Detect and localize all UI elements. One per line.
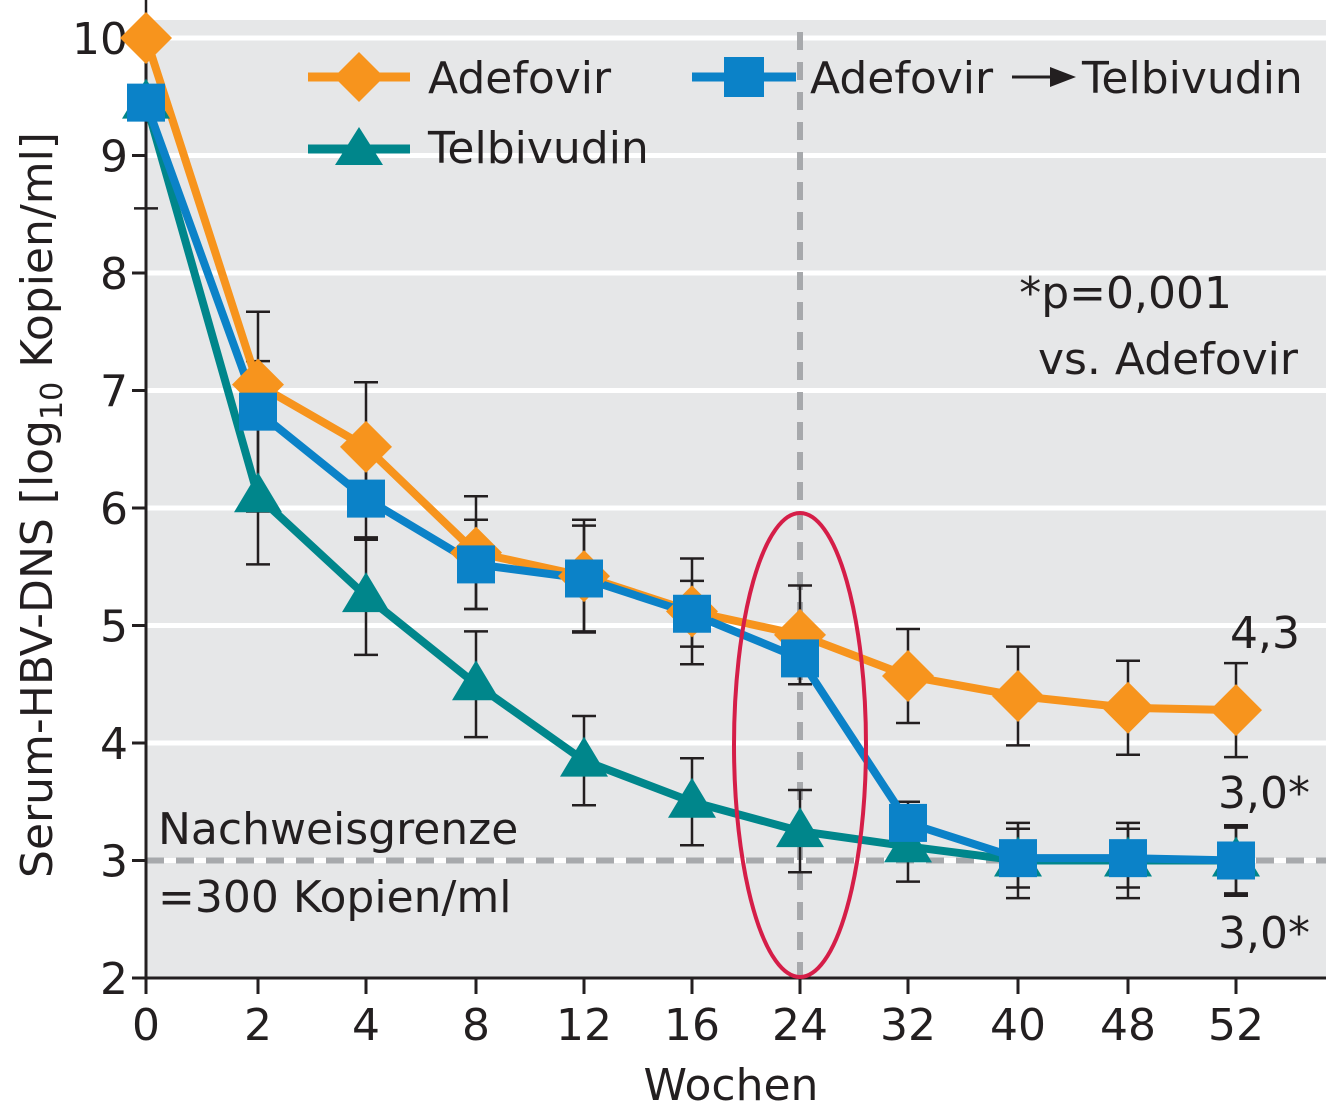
x-tick-label: 2 — [244, 1000, 272, 1051]
data-point-triangle — [452, 660, 500, 701]
legend-item-switch: Adefovir Telbivudin — [692, 53, 1303, 104]
legend-square-icon — [724, 57, 764, 97]
data-point-diamond — [120, 12, 172, 64]
p-value-comparison: vs. Adefovir — [1038, 334, 1299, 385]
y-tick-label: 8 — [100, 249, 128, 300]
data-point-square — [127, 83, 165, 122]
legend-label-switch-from: Adefovir — [810, 53, 994, 104]
legend-item-adefovir: Adefovir — [308, 52, 612, 104]
data-point-diamond — [992, 670, 1044, 722]
x-tick-label: 12 — [556, 1000, 612, 1051]
data-point-square — [347, 479, 385, 518]
y-axis-title: Serum-HBV-DNS [log10 Kopien/ml] — [12, 132, 70, 878]
y-tick-label: 2 — [100, 954, 128, 1005]
legend-item-telbivudin: Telbivudin — [308, 123, 649, 174]
highlight-ellipse — [732, 511, 868, 979]
y-tick-label: 4 — [100, 719, 128, 770]
legend-arrow-icon — [1050, 67, 1076, 87]
y-axis-title-subscript: 10 — [35, 382, 70, 420]
y-tick-label: 6 — [100, 484, 128, 535]
data-point-square — [457, 545, 495, 584]
legend-label-telbivudin: Telbivudin — [427, 123, 649, 174]
data-point-triangle — [668, 777, 716, 818]
y-tick-label: 3 — [100, 837, 128, 888]
legend-triangle-icon — [335, 127, 383, 165]
legend-label-switch-to: Telbivudin — [1081, 53, 1303, 104]
x-tick-label: 8 — [462, 1000, 490, 1051]
data-point-square — [889, 803, 927, 842]
y-tick-label: 9 — [100, 132, 128, 183]
x-tick-label: 4 — [352, 1000, 380, 1051]
data-point-triangle — [776, 807, 824, 848]
data-point-triangle — [234, 472, 282, 513]
x-tick-label: 24 — [772, 1000, 828, 1051]
data-point-triangle — [342, 572, 390, 613]
data-point-diamond — [882, 650, 934, 703]
x-tick-label: 48 — [1100, 1000, 1156, 1051]
y-axis: 2 3 4 5 6 7 8 9 10 — [72, 14, 148, 1005]
data-point-square — [999, 839, 1037, 878]
y-axis-title-tail: Kopien/ml] — [12, 132, 63, 382]
x-tick-label: 40 — [990, 1000, 1046, 1051]
legend-label-adefovir: Adefovir — [428, 53, 612, 104]
y-tick-label: 7 — [100, 367, 128, 418]
x-axis: 0 2 4 8 12 16 24 32 40 48 52 — [132, 976, 1326, 1051]
end-label-switch: 3,0* — [1218, 768, 1310, 819]
y-tick-label: 10 — [72, 14, 128, 65]
data-point-triangle — [560, 736, 608, 777]
data-point-square — [1217, 841, 1255, 880]
x-tick-label: 0 — [132, 1000, 160, 1051]
data-point-square — [565, 559, 603, 598]
data-point-diamond — [1102, 681, 1154, 734]
series-layer — [120, 0, 1262, 900]
x-tick-label: 16 — [664, 1000, 720, 1051]
detection-limit-value: =300 Kopien/ml — [158, 872, 511, 923]
data-point-square — [1109, 839, 1147, 878]
data-point-triangle — [884, 822, 932, 863]
y-tick-label: 5 — [100, 602, 128, 653]
data-point-square — [781, 639, 819, 678]
end-label-telbivudin: 3,0* — [1218, 908, 1310, 959]
x-tick-label: 32 — [880, 1000, 936, 1051]
data-point-square — [673, 594, 711, 633]
legend: Adefovir Telbivudin Adefovir Telbivudin — [308, 52, 1303, 174]
x-tick-label: 52 — [1208, 1000, 1264, 1051]
highlight-layer — [732, 511, 868, 979]
data-point-diamond — [1210, 684, 1262, 737]
p-value-annotation: *p=0,001 — [1019, 268, 1232, 319]
data-point-square — [239, 392, 277, 431]
data-point-diamond — [340, 420, 392, 473]
legend-diamond-icon — [334, 52, 384, 102]
detection-limit-label: Nachweisgrenze — [158, 804, 518, 855]
end-label-adefovir: 4,3 — [1230, 608, 1300, 659]
x-axis-title: Wochen — [644, 1060, 819, 1108]
y-axis-title-main: Serum-HBV-DNS [log — [12, 420, 63, 878]
